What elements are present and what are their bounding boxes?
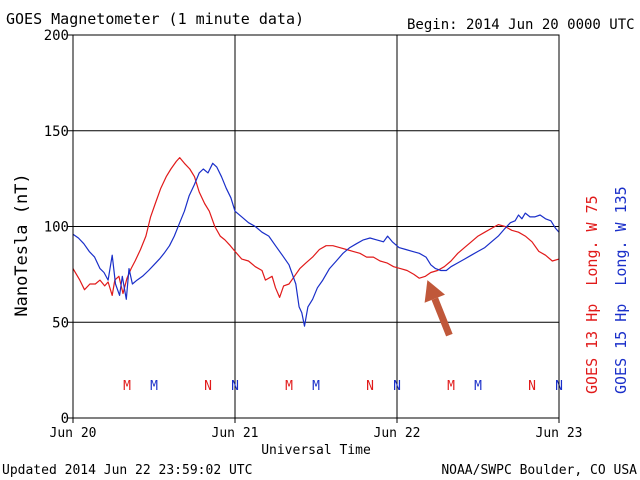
x-tick-label: Jun 22 xyxy=(374,426,421,441)
y-tick-label: 100 xyxy=(44,220,69,236)
footer-updated: Updated 2014 Jun 22 23:59:02 UTC xyxy=(2,463,252,478)
annotation-layer xyxy=(424,280,453,337)
x-tick-label: Jun 20 xyxy=(50,426,97,441)
noon-marker: N xyxy=(231,379,239,394)
x-axis-ticks: Jun 20 Jun 21 Jun 22 Jun 23 xyxy=(50,418,583,441)
noon-marker: M xyxy=(285,379,293,394)
noon-marker: N xyxy=(393,379,401,394)
footer-source: NOAA/SWPC Boulder, CO USA xyxy=(441,463,637,478)
y-axis-ticks: 0 50 100 150 200 xyxy=(44,28,73,427)
x-tick-label: Jun 21 xyxy=(212,426,259,441)
grid-lines xyxy=(73,35,559,418)
noon-marker: M xyxy=(123,379,131,394)
y-axis-label: NanoTesla (nT) xyxy=(12,173,32,316)
begin-value: 2014 Jun 20 0000 UTC xyxy=(466,17,635,33)
y-tick-label: 0 xyxy=(61,411,69,427)
series-lines xyxy=(72,157,560,327)
series-line-goes13 xyxy=(72,157,560,298)
annotation-arrow-shaft xyxy=(431,297,453,337)
series-line-goes15 xyxy=(72,162,560,327)
y-tick-label: 150 xyxy=(44,124,69,140)
noon-marker: N xyxy=(528,379,536,394)
legend-goes15: GOES 15 Hp Long. W 135 xyxy=(612,186,630,394)
noon-marker: N xyxy=(204,379,212,394)
legend-goes13: GOES 13 Hp Long. W 75 xyxy=(583,195,601,394)
y-tick-label: 200 xyxy=(44,28,69,44)
noon-marker: M xyxy=(150,379,158,394)
x-tick-label: Jun 23 xyxy=(536,426,583,441)
noon-marker: M xyxy=(312,379,320,394)
noon-marker: N xyxy=(366,379,374,394)
x-axis-label: Universal Time xyxy=(261,443,371,458)
noon-marker: M xyxy=(474,379,482,394)
begin-label: Begin: xyxy=(407,17,458,33)
noon-marker: M xyxy=(447,379,455,394)
chart-title: GOES Magnetometer (1 minute data) xyxy=(6,10,304,28)
y-tick-label: 50 xyxy=(52,315,69,331)
annotation-arrow-head xyxy=(424,280,445,303)
